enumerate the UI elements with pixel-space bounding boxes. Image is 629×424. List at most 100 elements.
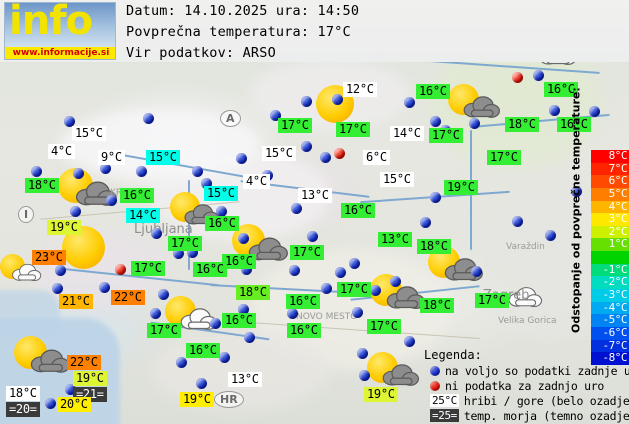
station-marker-available[interactable] [301, 141, 312, 152]
station-marker-available[interactable] [73, 168, 84, 179]
station-marker-available[interactable] [404, 97, 415, 108]
temperature-label: 15°C [262, 146, 296, 161]
station-marker-available[interactable] [236, 153, 247, 164]
scale-row-4: 4°C [591, 200, 629, 214]
station-marker-available[interactable] [106, 195, 117, 206]
station-marker-available[interactable] [70, 206, 81, 217]
station-marker-available[interactable] [210, 318, 221, 329]
station-marker-available[interactable] [420, 217, 431, 228]
sun-cloud-icon [14, 336, 71, 378]
station-marker-available[interactable] [173, 248, 184, 259]
station-marker-available[interactable] [216, 206, 227, 217]
station-marker-available[interactable] [136, 166, 147, 177]
legend-item-label: na voljo so podatki zadnje ure [445, 363, 629, 378]
station-marker-available[interactable] [332, 94, 343, 105]
scale-row-15: -7°C [591, 339, 629, 353]
station-marker-available[interactable] [52, 283, 63, 294]
station-marker-available[interactable] [55, 265, 66, 276]
temperature-label: 9°C [98, 150, 125, 165]
station-marker-available[interactable] [533, 70, 544, 81]
station-marker-available[interactable] [471, 266, 482, 277]
temperature-label: 19°C [73, 371, 107, 386]
station-marker-nodata[interactable] [512, 72, 523, 83]
site-logo[interactable]: info www.informacije.si [4, 2, 116, 60]
station-marker-available[interactable] [571, 186, 582, 197]
station-marker-available[interactable] [320, 152, 331, 163]
station-marker-available[interactable] [65, 384, 76, 395]
station-marker-available[interactable] [31, 166, 42, 177]
station-marker-available[interactable] [321, 283, 332, 294]
station-marker-available[interactable] [241, 264, 252, 275]
station-marker-available[interactable] [291, 203, 302, 214]
station-marker-available[interactable] [270, 110, 281, 121]
station-marker-available[interactable] [512, 216, 523, 227]
temperature-label: 16°C [205, 216, 239, 231]
station-marker-available[interactable] [196, 378, 207, 389]
country-code-badge: HR [214, 391, 244, 408]
logo-wordmark: info [9, 2, 93, 44]
sun-cloud-icon [170, 192, 220, 227]
station-marker-available[interactable] [390, 276, 401, 287]
station-marker-available[interactable] [158, 289, 169, 300]
station-marker-available[interactable] [289, 265, 300, 276]
legend-ok-dot-icon [430, 365, 440, 376]
legend-rows: na voljo so podatki zadnje ure ni podatka… [424, 363, 629, 423]
station-marker-available[interactable] [352, 307, 363, 318]
station-marker-available[interactable] [99, 282, 110, 293]
temperature-label: 17°C [147, 323, 181, 338]
station-marker-nodata[interactable] [334, 148, 345, 159]
legend-item-label: ni podatka za zadnjo uro [445, 378, 604, 393]
station-marker-available[interactable] [192, 166, 203, 177]
sun-cloud-icon [0, 254, 42, 283]
station-marker-available[interactable] [287, 308, 298, 319]
station-marker-available[interactable] [349, 258, 360, 269]
station-marker-available[interactable] [150, 308, 161, 319]
station-marker-available[interactable] [370, 285, 381, 296]
temperature-label: 17°C [475, 293, 509, 308]
temperature-label: 16°C [222, 254, 256, 269]
place-label: Velika Gorica [498, 316, 557, 326]
temperature-deviation-scale: Odstopanje od povprečne temperature: 8°C… [565, 60, 629, 365]
station-marker-available[interactable] [143, 113, 154, 124]
station-marker-available[interactable] [100, 163, 111, 174]
station-marker-available[interactable] [430, 192, 441, 203]
station-marker-available[interactable] [151, 228, 162, 239]
station-marker-available[interactable] [335, 267, 346, 278]
scale-row-10: -2°C [591, 276, 629, 290]
temperature-label: 15°C [146, 150, 180, 165]
station-marker-available[interactable] [45, 398, 56, 409]
station-marker-available[interactable] [219, 352, 230, 363]
header-average-temperature: Povprečna temperatura: 17°C [126, 24, 351, 40]
station-marker-available[interactable] [201, 178, 212, 189]
cloud-icon [28, 347, 71, 378]
station-marker-nodata[interactable] [115, 264, 126, 275]
temperature-label: 23°C [32, 250, 66, 265]
station-marker-available[interactable] [301, 96, 312, 107]
header-datetime: Datum: 14.10.2025 ura: 14:50 [126, 3, 360, 19]
station-marker-available[interactable] [549, 105, 560, 116]
sun-cloud-icon [448, 84, 500, 120]
station-marker-available[interactable] [469, 118, 480, 129]
station-marker-available[interactable] [357, 348, 368, 359]
station-marker-available[interactable] [176, 357, 187, 368]
temperature-label: 17°C [168, 236, 202, 251]
station-marker-available[interactable] [238, 233, 249, 244]
station-marker-available[interactable] [545, 230, 556, 241]
station-marker-available[interactable] [187, 247, 198, 258]
temperature-label: 15°C [380, 172, 414, 187]
station-marker-available[interactable] [359, 370, 370, 381]
scale-row-11: -3°C [591, 288, 629, 302]
cloud-icon [506, 285, 543, 312]
station-marker-available[interactable] [64, 116, 75, 127]
temperature-label: 18°C [417, 239, 451, 254]
station-marker-available[interactable] [244, 332, 255, 343]
station-marker-available[interactable] [589, 106, 600, 117]
scale-row-2: 6°C [591, 175, 629, 188]
station-marker-available[interactable] [430, 116, 441, 127]
temperature-label: 19°C [47, 220, 81, 235]
temperature-label: 22°C [67, 355, 101, 370]
station-marker-available[interactable] [404, 336, 415, 347]
temperature-label: 18°C [25, 178, 59, 193]
station-marker-available[interactable] [238, 304, 249, 315]
station-marker-available[interactable] [307, 231, 318, 242]
